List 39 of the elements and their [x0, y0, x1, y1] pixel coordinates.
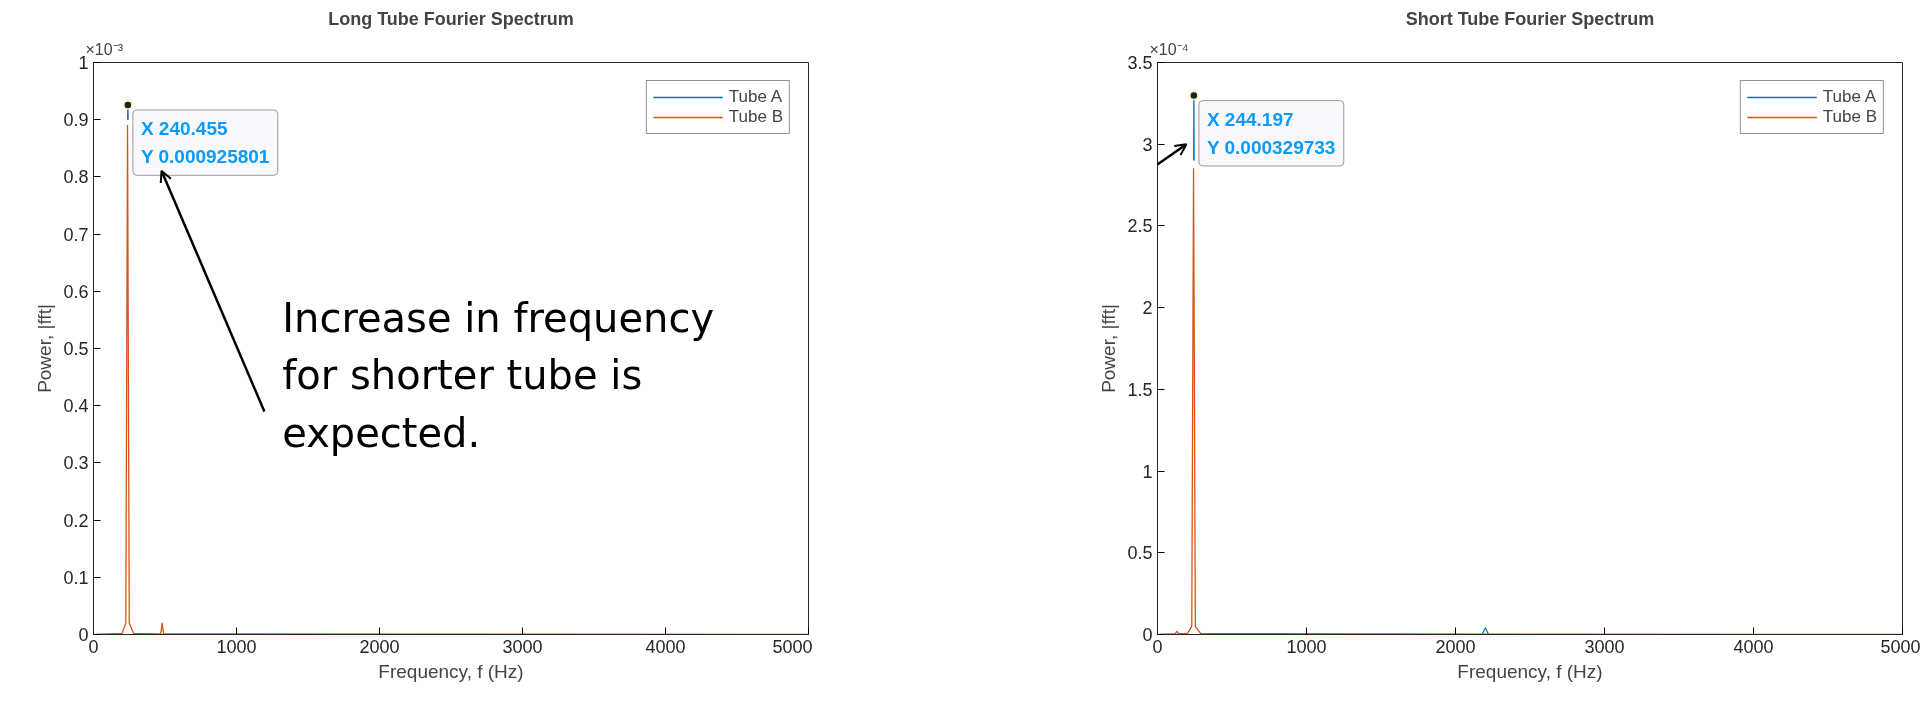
y-tick-label: 0.9 — [63, 110, 89, 131]
y-tick-label: 2.5 — [1127, 216, 1153, 237]
y-tick-label: 0.4 — [63, 396, 89, 417]
chart-title: Short Tube Fourier Spectrum — [1405, 8, 1655, 29]
x-tick-label: 4000 — [1733, 636, 1774, 657]
x-axis-title: Frequency, f (Hz) — [378, 660, 524, 682]
y-tick-label: 0.3 — [63, 453, 89, 474]
x-tick-label: 2000 — [359, 636, 400, 657]
legend-label: Tube B — [1822, 107, 1877, 127]
annotation: X 240.455 Y 0.000925801 — [140, 117, 270, 168]
y-tick-label: 3.5 — [1127, 53, 1153, 73]
y-tick-label: 0.2 — [63, 510, 89, 531]
y-tick-label: 0.1 — [63, 567, 89, 588]
x-tick-label: 3000 — [502, 636, 543, 657]
legend-label: Tube A — [728, 87, 783, 107]
x-tick-label: 1000 — [216, 636, 257, 657]
y-tick-label: 1 — [1142, 461, 1153, 482]
x-tick-label: 4000 — [645, 636, 686, 657]
x-axis-title: Frequency, f (Hz) — [1457, 660, 1603, 682]
y-tick-label: 2 — [1142, 298, 1153, 319]
y-tick-label: 0.8 — [63, 167, 89, 188]
x-tick-label: 2000 — [1435, 636, 1476, 657]
legend-label: Tube B — [728, 107, 783, 127]
y-axis-title: Power, |fft| — [34, 304, 56, 393]
y-tick-label: 3 — [1142, 134, 1153, 155]
x-tick-label: 3000 — [1584, 636, 1625, 657]
legend-label: Tube A — [1822, 87, 1877, 107]
x-tick-label: 1000 — [1286, 636, 1327, 657]
annotation: Increase in frequency for shorter tube is expected. — [282, 294, 715, 456]
x-tick-label: 5000 — [772, 636, 813, 657]
annotation: X 244.197 Y 0.000329733 — [1206, 108, 1336, 158]
y-tick-label: 0.6 — [63, 281, 89, 302]
chart-title: Long Tube Fourier Spectrum — [328, 8, 574, 29]
x-tick-label: 5000 — [1880, 636, 1921, 657]
y-tick-label: 0.7 — [63, 224, 89, 245]
y-tick-label: 0.5 — [63, 339, 89, 359]
y-axis-title: Power, |fft| — [1098, 304, 1120, 393]
y-tick-label: 0.5 — [1127, 543, 1153, 564]
y-tick-label: 1.5 — [1127, 379, 1153, 400]
